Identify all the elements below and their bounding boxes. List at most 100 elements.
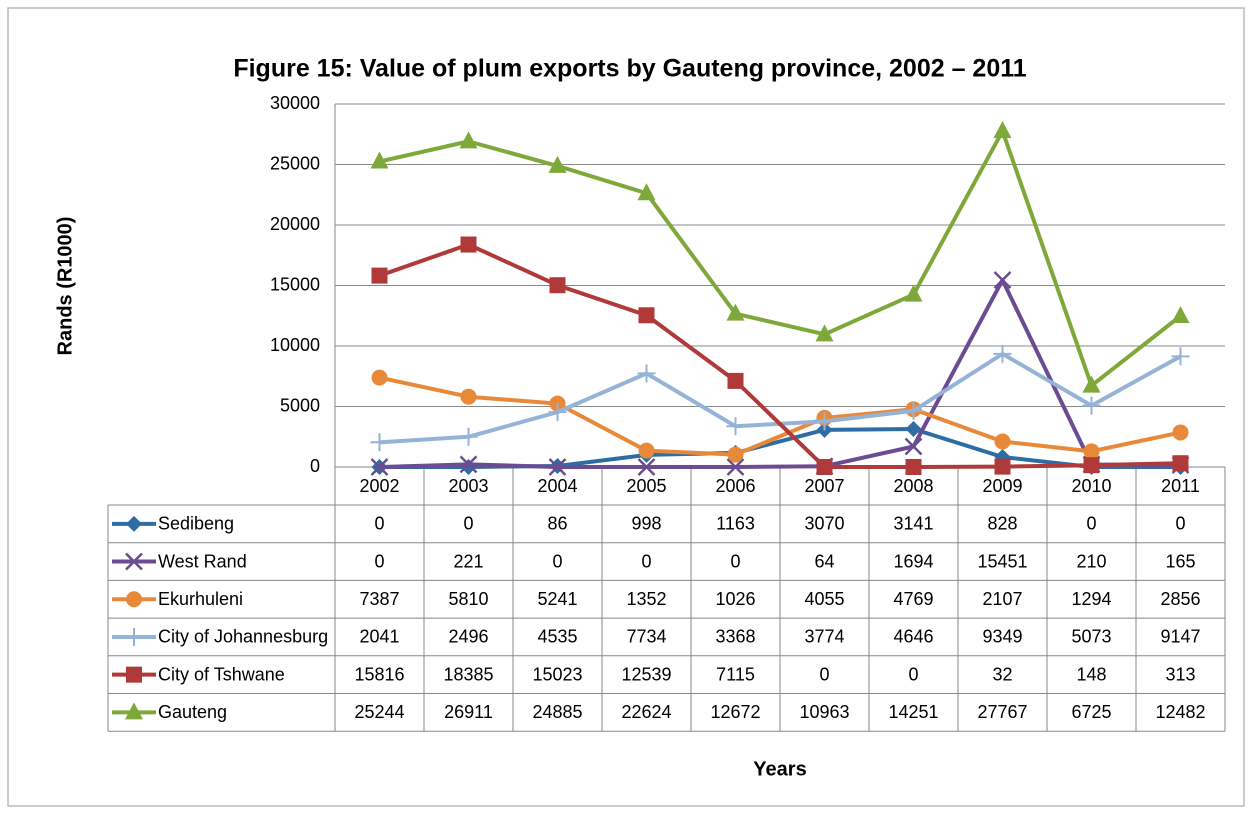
marker xyxy=(994,458,1011,475)
x-tick-label: 2006 xyxy=(715,476,755,496)
y-tick-label: 10000 xyxy=(270,335,320,355)
table-cell: 828 xyxy=(987,514,1017,534)
series-line xyxy=(379,129,1182,388)
y-tick-label: 20000 xyxy=(270,214,320,234)
table-cell: 24885 xyxy=(532,702,582,722)
x-tick-label: 2002 xyxy=(359,476,399,496)
table-cell: 0 xyxy=(552,551,562,571)
marker xyxy=(548,403,567,422)
marker xyxy=(904,401,923,420)
table-cell: 12539 xyxy=(621,664,671,684)
table-cell: 0 xyxy=(641,551,651,571)
marker xyxy=(638,307,655,324)
marker xyxy=(726,303,745,321)
marker xyxy=(371,267,388,284)
legend-label: West Rand xyxy=(158,551,247,571)
table-cell: 0 xyxy=(819,664,829,684)
table-cell: 3368 xyxy=(715,627,755,647)
marker xyxy=(459,131,478,149)
marker xyxy=(1172,455,1189,472)
marker xyxy=(905,459,922,475)
marker xyxy=(904,437,923,456)
table-cell: 6725 xyxy=(1071,702,1111,722)
table-cell: 3070 xyxy=(804,514,844,534)
table-cell: 3141 xyxy=(893,514,933,534)
table-cell: 22624 xyxy=(621,702,671,722)
x-tick-label: 2004 xyxy=(537,476,577,496)
table-cell: 12482 xyxy=(1155,702,1205,722)
marker xyxy=(126,666,142,683)
table-cell: 86 xyxy=(547,514,567,534)
legend-label: Ekurhuleni xyxy=(158,589,243,609)
series-line xyxy=(379,278,1181,469)
table-cell: 0 xyxy=(1086,514,1096,534)
table-cell: 10963 xyxy=(799,702,849,722)
table-cell: 5810 xyxy=(448,589,488,609)
marker xyxy=(126,591,142,608)
table-cell: 4646 xyxy=(893,627,933,647)
marker xyxy=(726,458,745,476)
marker xyxy=(815,324,834,342)
table-cell: 0 xyxy=(1175,514,1185,534)
legend-label: Gauteng xyxy=(158,702,227,722)
x-tick-label: 2009 xyxy=(982,476,1022,496)
table-cell: 27767 xyxy=(977,702,1027,722)
marker xyxy=(727,446,744,463)
table-cell: 18385 xyxy=(443,664,493,684)
marker xyxy=(1083,443,1100,460)
x-tick-label: 2008 xyxy=(893,476,933,496)
table-cell: 2041 xyxy=(359,627,399,647)
marker xyxy=(459,455,478,474)
marker xyxy=(125,627,143,646)
table-cell: 1352 xyxy=(626,589,666,609)
table-cell: 4769 xyxy=(893,589,933,609)
table-cell: 1026 xyxy=(715,589,755,609)
marker xyxy=(370,458,389,476)
table-cell: 64 xyxy=(814,551,834,571)
marker xyxy=(549,277,566,294)
series-line xyxy=(378,242,1181,469)
table-cell: 1294 xyxy=(1071,589,1111,609)
table-cell: 15023 xyxy=(532,664,582,684)
table-cell: 2496 xyxy=(448,627,488,647)
marker xyxy=(815,412,834,431)
y-tick-label: 0 xyxy=(310,456,320,476)
marker xyxy=(1082,396,1101,415)
table-cell: 0 xyxy=(463,514,473,534)
table-cell: 148 xyxy=(1076,664,1106,684)
x-tick-label: 2005 xyxy=(626,476,666,496)
marker xyxy=(637,364,656,383)
table-cell: 4055 xyxy=(804,589,844,609)
marker xyxy=(993,271,1012,289)
marker xyxy=(460,236,477,253)
marker xyxy=(1083,457,1100,474)
marker xyxy=(1171,347,1190,366)
x-tick-label: 2007 xyxy=(804,476,844,496)
table-cell: 9147 xyxy=(1160,627,1200,647)
table-cell: 165 xyxy=(1165,551,1195,571)
x-tick-label: 2010 xyxy=(1071,476,1111,496)
table-cell: 0 xyxy=(908,664,918,684)
table-cell: 25244 xyxy=(354,702,404,722)
x-tick-label: 2011 xyxy=(1161,476,1200,496)
table-cell: 7387 xyxy=(359,589,399,609)
marker xyxy=(460,388,477,405)
table-cell: 0 xyxy=(374,514,384,534)
marker xyxy=(125,552,143,571)
table-cell: 9349 xyxy=(982,627,1022,647)
chart-title: Figure 15: Value of plum exports by Gaut… xyxy=(233,55,1026,83)
y-tick-label: 25000 xyxy=(270,153,320,173)
marker xyxy=(370,151,389,169)
marker xyxy=(1171,305,1190,323)
table-cell: 221 xyxy=(453,551,483,571)
table-cell: 998 xyxy=(631,514,661,534)
marker xyxy=(638,442,655,459)
legend-label: Sedibeng xyxy=(158,514,234,534)
marker xyxy=(1082,375,1101,393)
table-cell: 32 xyxy=(992,664,1012,684)
table-cell: 7734 xyxy=(626,627,666,647)
y-tick-label: 30000 xyxy=(270,93,320,113)
table-cell: 26911 xyxy=(444,702,493,722)
marker xyxy=(125,702,143,720)
